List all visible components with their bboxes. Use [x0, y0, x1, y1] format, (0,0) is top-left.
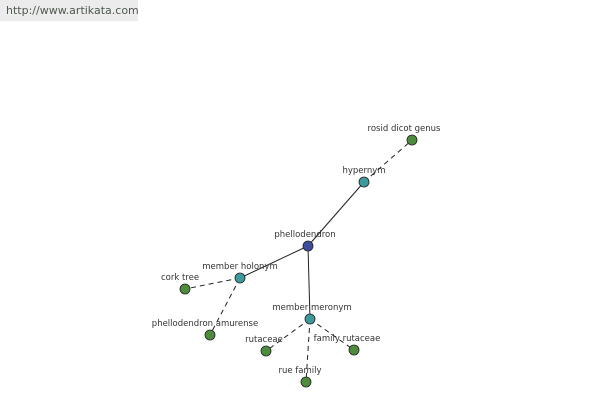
node-label: member holonym	[202, 262, 277, 272]
node-label: hypernym	[342, 166, 385, 176]
dashed-edge	[184, 277, 241, 290]
node[interactable]	[300, 376, 312, 388]
dashed-edge	[305, 318, 311, 383]
node-label: phellodendron	[274, 230, 335, 240]
node-label: rutaceae	[245, 335, 283, 345]
node[interactable]	[348, 344, 360, 356]
dashed-edge	[265, 318, 311, 352]
url-banner: http://www.artikata.com	[0, 0, 139, 21]
node[interactable]	[179, 283, 191, 295]
node[interactable]	[358, 176, 370, 188]
node-label: rue family	[278, 366, 321, 376]
node-label: phellodendron amurense	[152, 319, 258, 329]
dashed-edge	[209, 277, 241, 336]
node-label: member meronym	[272, 303, 351, 313]
edge	[239, 245, 309, 279]
node-label: cork tree	[161, 273, 199, 283]
node[interactable]	[406, 134, 418, 146]
node-label: family rutaceae	[314, 334, 381, 344]
node[interactable]	[234, 272, 246, 284]
node[interactable]	[304, 313, 316, 325]
node[interactable]	[260, 345, 272, 357]
node-label: rosid dicot genus	[368, 124, 441, 134]
edge	[307, 245, 311, 320]
node[interactable]	[302, 240, 314, 252]
node[interactable]	[204, 329, 216, 341]
url-text[interactable]: http://www.artikata.com	[6, 4, 139, 17]
dashed-edge	[363, 139, 413, 183]
edge	[307, 181, 365, 247]
